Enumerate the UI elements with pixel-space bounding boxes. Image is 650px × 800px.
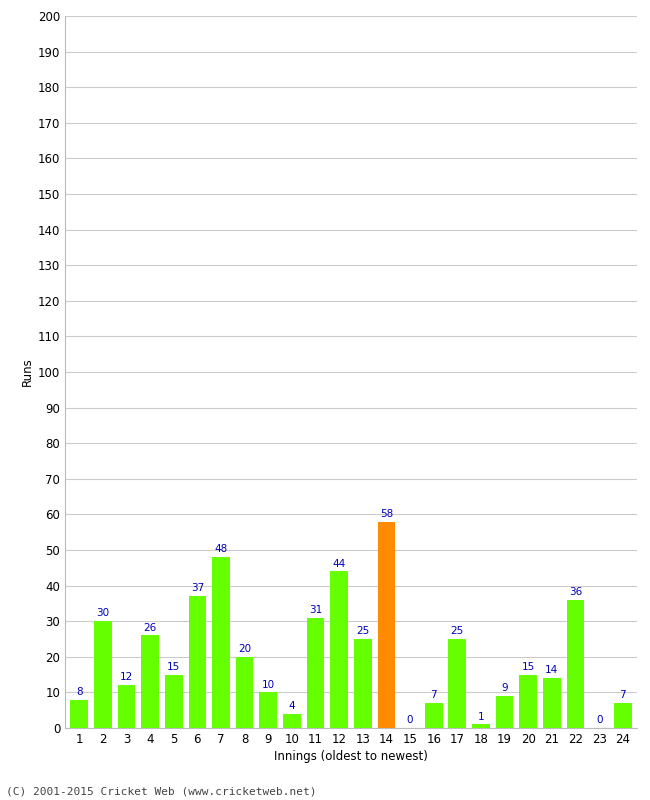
- Text: 31: 31: [309, 605, 322, 614]
- Bar: [543, 678, 561, 728]
- Bar: [519, 674, 537, 728]
- Text: 58: 58: [380, 509, 393, 518]
- Bar: [448, 639, 466, 728]
- Bar: [307, 618, 324, 728]
- Bar: [614, 703, 632, 728]
- Text: 10: 10: [262, 679, 275, 690]
- Text: 4: 4: [289, 701, 295, 711]
- Text: 12: 12: [120, 673, 133, 682]
- Bar: [70, 699, 88, 728]
- Text: 7: 7: [619, 690, 626, 700]
- Text: 44: 44: [333, 558, 346, 569]
- Text: 15: 15: [522, 662, 535, 672]
- Bar: [212, 557, 230, 728]
- Text: 9: 9: [501, 683, 508, 693]
- Text: (C) 2001-2015 Cricket Web (www.cricketweb.net): (C) 2001-2015 Cricket Web (www.cricketwe…: [6, 786, 317, 796]
- Text: 0: 0: [407, 715, 413, 725]
- Text: 25: 25: [450, 626, 464, 636]
- Text: 7: 7: [430, 690, 437, 700]
- X-axis label: Innings (oldest to newest): Innings (oldest to newest): [274, 750, 428, 763]
- Text: 0: 0: [596, 715, 603, 725]
- Text: 20: 20: [238, 644, 251, 654]
- Text: 36: 36: [569, 587, 582, 597]
- Text: 15: 15: [167, 662, 180, 672]
- Bar: [354, 639, 372, 728]
- Bar: [141, 635, 159, 728]
- Y-axis label: Runs: Runs: [21, 358, 34, 386]
- Bar: [165, 674, 183, 728]
- Bar: [378, 522, 395, 728]
- Bar: [259, 693, 277, 728]
- Text: 48: 48: [214, 544, 227, 554]
- Text: 8: 8: [76, 686, 83, 697]
- Bar: [283, 714, 301, 728]
- Text: 14: 14: [545, 666, 558, 675]
- Bar: [496, 696, 514, 728]
- Bar: [472, 725, 490, 728]
- Bar: [236, 657, 254, 728]
- Bar: [567, 600, 584, 728]
- Bar: [94, 622, 112, 728]
- Bar: [425, 703, 443, 728]
- Bar: [118, 686, 135, 728]
- Text: 26: 26: [144, 622, 157, 633]
- Text: 37: 37: [190, 583, 204, 594]
- Bar: [330, 571, 348, 728]
- Bar: [188, 596, 206, 728]
- Text: 25: 25: [356, 626, 369, 636]
- Text: 1: 1: [478, 711, 484, 722]
- Text: 30: 30: [96, 608, 109, 618]
